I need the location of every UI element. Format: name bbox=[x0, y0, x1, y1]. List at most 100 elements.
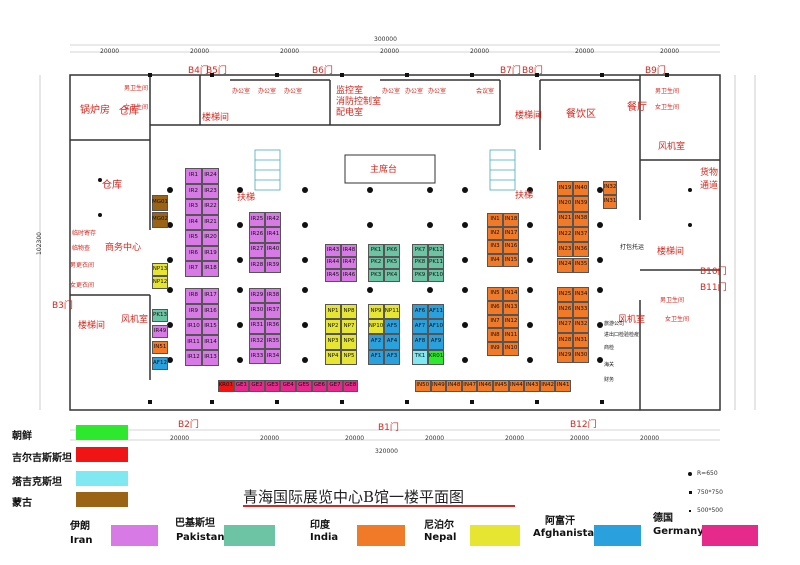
booth-in32[interactable]: IN32 bbox=[573, 317, 589, 333]
booth-ir17[interactable]: IR17 bbox=[202, 288, 219, 304]
booth-af12[interactable]: AF12 bbox=[152, 357, 168, 370]
booth-af7[interactable]: AF7 bbox=[412, 319, 428, 335]
booth-in32[interactable]: IN32 bbox=[603, 181, 617, 195]
booth-ir36[interactable]: IR36 bbox=[265, 318, 281, 334]
booth-ir6[interactable]: IR6 bbox=[185, 245, 202, 261]
booth-in40[interactable]: IN40 bbox=[573, 181, 589, 197]
booth-af9[interactable]: AF9 bbox=[428, 334, 444, 350]
booth-pk3[interactable]: PK3 bbox=[368, 269, 384, 283]
booth-in49[interactable]: IN49 bbox=[430, 380, 447, 392]
booth-pk4[interactable]: PK4 bbox=[384, 269, 400, 283]
booth-in47[interactable]: IN47 bbox=[461, 380, 478, 392]
booth-ir44[interactable]: IR44 bbox=[325, 256, 341, 270]
booth-in27[interactable]: IN27 bbox=[557, 317, 573, 333]
booth-in34[interactable]: IN34 bbox=[573, 287, 589, 303]
booth-ir26[interactable]: IR26 bbox=[249, 227, 265, 243]
booth-ir4[interactable]: IR4 bbox=[185, 214, 202, 230]
booth-in31[interactable]: IN31 bbox=[573, 332, 589, 349]
booth-ir37[interactable]: IR37 bbox=[265, 303, 281, 319]
booth-ir14[interactable]: IR14 bbox=[202, 334, 219, 350]
booth-af10[interactable]: AF10 bbox=[428, 319, 444, 335]
booth-ir33[interactable]: IR33 bbox=[249, 349, 265, 365]
booth-ge1[interactable]: GE1 bbox=[233, 380, 250, 392]
booth-ir43[interactable]: IR43 bbox=[325, 244, 341, 257]
booth-ir30[interactable]: IR30 bbox=[249, 303, 265, 319]
booth-mg02[interactable]: MG02 bbox=[152, 212, 168, 228]
booth-ge4[interactable]: GE4 bbox=[280, 380, 296, 392]
booth-in14[interactable]: IN14 bbox=[503, 287, 519, 301]
booth-pk2[interactable]: PK2 bbox=[368, 256, 384, 270]
booth-ir16[interactable]: IR16 bbox=[202, 303, 219, 319]
booth-in26[interactable]: IN26 bbox=[557, 302, 573, 318]
booth-ir45[interactable]: IR45 bbox=[325, 269, 341, 283]
booth-af2[interactable]: AF2 bbox=[368, 334, 384, 350]
booth-af4[interactable]: AF4 bbox=[384, 334, 400, 350]
booth-in45[interactable]: IN45 bbox=[493, 380, 509, 392]
booth-ge3[interactable]: GE3 bbox=[264, 380, 281, 392]
booth-np1[interactable]: NP1 bbox=[325, 304, 341, 320]
booth-pk1[interactable]: PK1 bbox=[368, 244, 384, 257]
booth-np9[interactable]: NP9 bbox=[368, 304, 384, 320]
booth-in38[interactable]: IN38 bbox=[573, 211, 589, 227]
booth-af11[interactable]: AF11 bbox=[428, 304, 444, 320]
booth-in11[interactable]: IN11 bbox=[503, 328, 519, 343]
booth-ir42[interactable]: IR42 bbox=[265, 212, 281, 228]
booth-ge8[interactable]: GE8 bbox=[342, 380, 359, 392]
booth-af6[interactable]: AF6 bbox=[412, 304, 428, 320]
booth-in18[interactable]: IN18 bbox=[503, 213, 519, 227]
booth-ir47[interactable]: IR47 bbox=[341, 256, 357, 270]
booth-np4[interactable]: NP4 bbox=[325, 349, 341, 365]
booth-np8[interactable]: NP8 bbox=[341, 304, 357, 320]
booth-in37[interactable]: IN37 bbox=[573, 226, 589, 243]
booth-in3[interactable]: IN3 bbox=[487, 240, 503, 254]
booth-ir29[interactable]: IR29 bbox=[249, 288, 265, 304]
booth-in24[interactable]: IN24 bbox=[557, 257, 573, 273]
booth-in19[interactable]: IN19 bbox=[557, 181, 573, 197]
booth-ir20[interactable]: IR20 bbox=[202, 230, 219, 246]
booth-ir39[interactable]: IR39 bbox=[265, 257, 281, 274]
booth-in50[interactable]: IN50 bbox=[415, 380, 431, 392]
booth-ir9[interactable]: IR9 bbox=[185, 303, 202, 319]
booth-ir19[interactable]: IR19 bbox=[202, 245, 219, 261]
booth-ir18[interactable]: IR18 bbox=[202, 261, 219, 277]
booth-in13[interactable]: IN13 bbox=[503, 300, 519, 315]
booth-ir24[interactable]: IR24 bbox=[202, 168, 219, 184]
booth-ir31[interactable]: IR31 bbox=[249, 318, 265, 334]
booth-pk10[interactable]: PK10 bbox=[428, 269, 444, 283]
booth-in31[interactable]: IN31 bbox=[603, 195, 617, 209]
booth-in20[interactable]: IN20 bbox=[557, 196, 573, 212]
booth-kr01[interactable]: KR01 bbox=[218, 380, 234, 392]
booth-pk11[interactable]: PK11 bbox=[428, 256, 444, 270]
booth-ge2[interactable]: GE2 bbox=[249, 380, 265, 392]
booth-np10[interactable]: NP10 bbox=[368, 319, 384, 335]
booth-np5[interactable]: NP5 bbox=[341, 349, 357, 365]
booth-ir35[interactable]: IR35 bbox=[265, 333, 281, 350]
booth-af5[interactable]: AF5 bbox=[384, 319, 400, 335]
booth-in1[interactable]: IN1 bbox=[487, 213, 503, 227]
booth-tk1[interactable]: TK1 bbox=[412, 349, 428, 365]
booth-in2[interactable]: IN2 bbox=[487, 226, 503, 240]
booth-in17[interactable]: IN17 bbox=[503, 226, 519, 240]
booth-in28[interactable]: IN28 bbox=[557, 332, 573, 349]
booth-pk12[interactable]: PK12 bbox=[428, 244, 444, 257]
booth-ir7[interactable]: IR7 bbox=[185, 261, 202, 277]
booth-ir13[interactable]: IR13 bbox=[202, 350, 219, 366]
booth-np2[interactable]: NP2 bbox=[325, 319, 341, 335]
booth-ir48[interactable]: IR48 bbox=[341, 244, 357, 257]
booth-ir10[interactable]: IR10 bbox=[185, 319, 202, 335]
booth-in42[interactable]: IN42 bbox=[539, 380, 556, 392]
booth-ir5[interactable]: IR5 bbox=[185, 230, 202, 246]
booth-in12[interactable]: IN12 bbox=[503, 314, 519, 329]
booth-in21[interactable]: IN21 bbox=[557, 211, 573, 227]
booth-af8[interactable]: AF8 bbox=[412, 334, 428, 350]
booth-ir34[interactable]: IR34 bbox=[265, 349, 281, 365]
booth-kr01[interactable]: KR01 bbox=[428, 349, 444, 365]
booth-in16[interactable]: IN16 bbox=[503, 240, 519, 254]
booth-ir11[interactable]: IR11 bbox=[185, 334, 202, 350]
booth-af3[interactable]: AF3 bbox=[384, 349, 400, 365]
booth-in10[interactable]: IN10 bbox=[503, 342, 519, 356]
booth-ir25[interactable]: IR25 bbox=[249, 212, 265, 228]
booth-ge7[interactable]: GE7 bbox=[327, 380, 343, 392]
booth-np7[interactable]: NP7 bbox=[341, 319, 357, 335]
booth-in9[interactable]: IN9 bbox=[487, 342, 503, 356]
